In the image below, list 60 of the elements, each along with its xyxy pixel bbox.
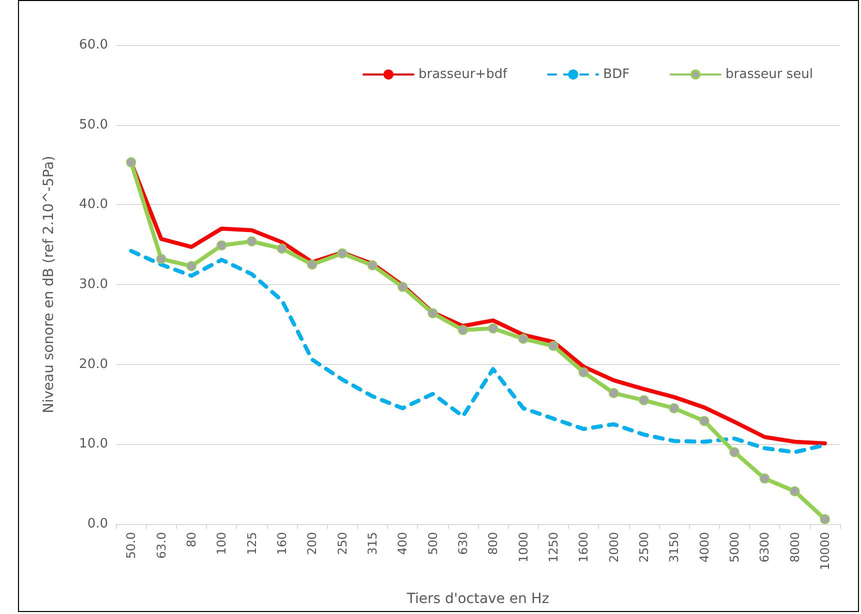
point xyxy=(276,244,287,254)
point xyxy=(216,240,227,250)
point xyxy=(367,260,378,270)
point xyxy=(638,395,649,406)
x-tick-label: 5000 xyxy=(727,532,742,563)
y-axis-title: Niveau sonore en dB (ref 2.10^-5Pa) xyxy=(41,156,57,414)
point xyxy=(186,261,196,272)
x-tick-label: 100 xyxy=(214,532,229,555)
y-tick-label: 50.0 xyxy=(79,117,108,132)
x-tick-label: 8000 xyxy=(788,532,802,563)
y-tick-label: 0.0 xyxy=(87,516,108,532)
x-tick-label: 2000 xyxy=(606,532,621,563)
y-tick-label: 40.0 xyxy=(79,197,108,212)
legend-label: BDF xyxy=(603,67,630,82)
x-tick-label: 1600 xyxy=(576,532,591,563)
point xyxy=(729,447,740,458)
point xyxy=(608,388,619,398)
point xyxy=(246,236,257,246)
point xyxy=(156,254,166,264)
legend-label: brasseur seul xyxy=(726,67,814,82)
y-tick-label: 10.0 xyxy=(79,436,108,452)
x-axis-title: Tiers d'octave en Hz xyxy=(406,591,550,607)
point xyxy=(548,340,558,351)
x-tick-label: 125 xyxy=(244,532,259,555)
x-tick-label: 630 xyxy=(456,532,470,555)
point xyxy=(699,416,710,426)
x-tick-label: 400 xyxy=(396,532,410,555)
point xyxy=(428,308,438,318)
x-tick-label: 10000 xyxy=(818,532,832,570)
x-tick-label: 50.0 xyxy=(124,532,138,559)
point xyxy=(398,282,408,292)
point xyxy=(488,323,498,334)
x-tick-label: 63.0 xyxy=(154,532,168,559)
x-tick-label: 200 xyxy=(305,532,320,555)
y-tick-label: 60.0 xyxy=(79,38,108,52)
x-tick-label: 315 xyxy=(365,532,380,555)
y-tick-label: 20.0 xyxy=(79,356,108,372)
legend-label: brasseur+bdf xyxy=(418,67,508,82)
x-tick-label: 160 xyxy=(274,532,289,555)
x-tick-label: 80 xyxy=(184,532,198,548)
point xyxy=(820,514,830,524)
point xyxy=(307,260,318,270)
x-tick-label: 2500 xyxy=(636,532,651,563)
point xyxy=(518,334,528,344)
x-tick-label: 3150 xyxy=(667,532,682,563)
point xyxy=(126,157,136,168)
x-tick-label: 1000 xyxy=(516,532,530,563)
point xyxy=(458,325,468,335)
y-tick-label: 30.0 xyxy=(79,277,108,292)
x-tick-label: 6300 xyxy=(758,532,772,563)
point xyxy=(337,248,348,258)
point xyxy=(669,403,680,414)
point xyxy=(790,486,800,496)
x-tick-label: 1250 xyxy=(546,532,560,563)
x-tick-label: 250 xyxy=(335,532,350,555)
x-tick-label: 500 xyxy=(426,532,440,555)
point xyxy=(578,367,589,378)
point xyxy=(760,473,770,484)
x-tick-label: 800 xyxy=(486,532,500,555)
x-tick-label: 4000 xyxy=(697,532,712,563)
